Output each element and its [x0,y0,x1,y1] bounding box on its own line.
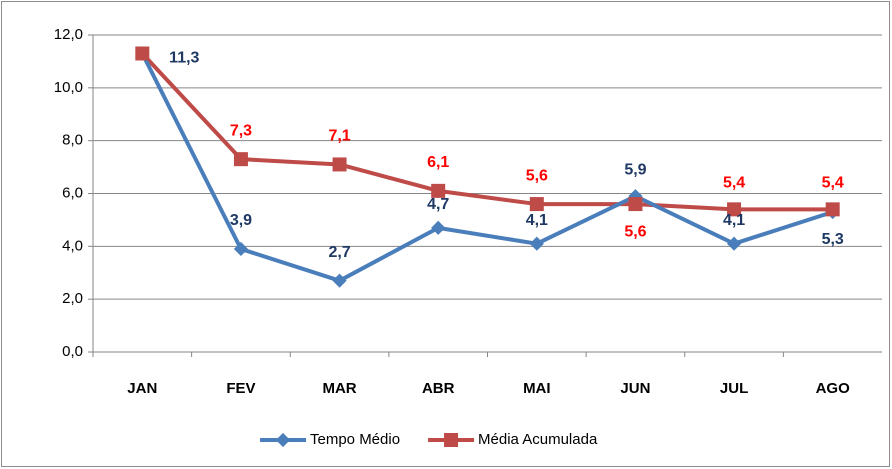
y-tick-label: 12,0 [54,26,83,43]
data-label: 3,9 [230,212,252,229]
marker [628,197,643,212]
data-label: 2,7 [328,244,350,261]
series-line [140,52,834,283]
marker [726,236,742,251]
legend-label: Tempo Médio [310,431,400,448]
data-label: 7,1 [328,128,350,145]
y-tick-label: 0,0 [62,343,83,360]
y-tick-label: 10,0 [54,79,83,96]
x-tick-label: ABR [422,380,455,397]
data-label: 7,3 [230,122,252,139]
marker [529,236,544,251]
legend-marker [444,433,459,447]
marker [825,202,840,217]
x-tick-label: JAN [127,380,157,397]
data-label: 5,4 [822,175,844,192]
marker [431,220,446,235]
data-label: 5,3 [822,231,844,248]
data-label: 4,7 [427,196,449,213]
data-label: 5,4 [723,175,745,192]
x-tick-label: JUL [720,380,748,397]
marker [727,202,742,217]
marker [135,46,150,61]
marker [332,157,347,172]
x-tick-label: FEV [226,380,255,397]
data-label: 5,9 [624,161,646,178]
y-tick-label: 2,0 [62,290,83,307]
data-label: 4,1 [526,212,548,229]
data-label: 4,1 [723,212,745,229]
marker [233,241,249,257]
data-label: 11,3 [169,50,199,67]
x-tick-label: MAR [322,380,356,397]
data-label: 6,1 [427,154,449,171]
legend-marker [275,432,291,448]
x-tick-label: MAI [523,380,551,397]
legend-label: Média Acumulada [478,431,598,448]
y-tick-label: 4,0 [62,237,83,254]
x-tick-label: AGO [816,380,851,397]
marker [431,183,446,198]
y-tick-label: 6,0 [62,184,83,201]
data-label: 5,6 [526,167,548,184]
marker [332,273,347,288]
marker [233,152,248,167]
series-line [140,52,833,212]
data-label: 5,6 [624,223,646,240]
y-tick-label: 8,0 [62,132,83,149]
marker [529,197,544,212]
x-tick-label: JUN [620,380,650,397]
